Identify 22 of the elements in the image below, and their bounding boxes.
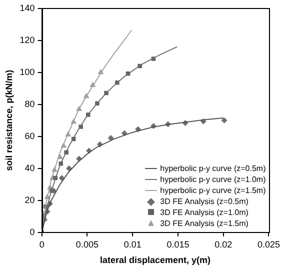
y-tick-label: 0 — [30, 226, 35, 237]
y-tick-label: 120 — [20, 34, 35, 45]
y-tick-label: 100 — [20, 66, 35, 77]
y-tick-label: 20 — [24, 194, 35, 205]
legend-label: 3D FE Analysis (z=0.5m) — [160, 196, 248, 208]
y-tick-label: 140 — [20, 2, 35, 13]
x-axis-title: lateral displacement, y(m) — [100, 255, 211, 266]
y-axis-title: soil resistance, p(kN/m) — [4, 70, 14, 171]
x-tick-label: 0.01 — [124, 239, 142, 250]
legend-label: hyperbolic p-y curve (z=1.5m) — [160, 185, 266, 196]
legend-label: 3D FE Analysis (z=1.5m) — [160, 218, 248, 230]
legend-label: hyperbolic p-y curve (z=0.5m) — [160, 163, 266, 174]
x-tick-label: 0.02 — [214, 239, 232, 250]
y-tick-label: 80 — [24, 98, 35, 109]
x-tick-label: 0.015 — [166, 239, 190, 250]
legend-label: hyperbolic p-y curve (z=1.0m) — [160, 174, 266, 186]
legend-label: 3D FE Analysis (z=1.0m) — [160, 207, 248, 218]
x-tick-label: 0.005 — [76, 239, 98, 250]
x-tick-label: 0.025 — [257, 239, 280, 250]
y-tick-label: 60 — [24, 130, 35, 141]
y-tick-label: 40 — [24, 162, 35, 173]
x-tick-label: 0 — [39, 239, 44, 250]
